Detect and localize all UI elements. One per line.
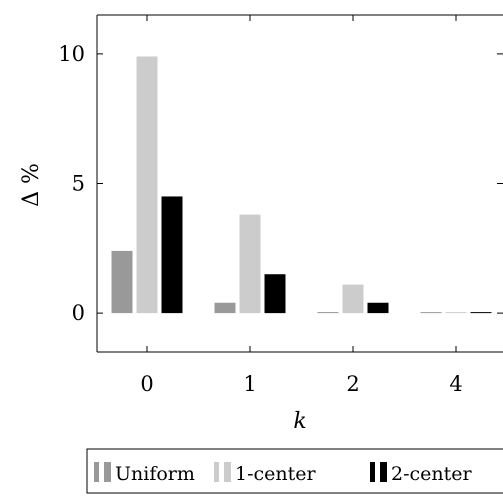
bar-1-center-2	[342, 284, 364, 314]
legend-swatch-2	[214, 462, 219, 482]
bar-uniform-1	[214, 302, 236, 314]
bar-2-center-2	[367, 302, 389, 314]
legend-label-1: Uniform	[115, 463, 195, 485]
bar-1-center-1	[239, 214, 261, 314]
bar-1-center-0	[136, 56, 158, 314]
bar-2-center-4	[470, 312, 492, 314]
y-axis-title: Δ %	[19, 163, 44, 207]
legend-swatch-1b	[104, 462, 111, 482]
legend-swatch-3	[370, 462, 375, 482]
y-tick-label: 5	[72, 172, 85, 196]
bar-1-center-4	[445, 312, 467, 314]
bar-2-center-1	[264, 274, 286, 314]
legend-swatch-1	[94, 462, 99, 482]
y-tick-label: 0	[72, 301, 85, 325]
x-tick-label: 1	[243, 372, 256, 396]
legend-frame	[86, 448, 503, 494]
y-tick-label: 10	[58, 42, 85, 66]
bar-uniform-2	[317, 312, 339, 314]
bar-uniform-4	[420, 312, 442, 314]
x-tick-label: 0	[140, 372, 153, 396]
legend-swatch-3b	[380, 462, 387, 482]
tick-labels: 0 5 10 0 1 2 4	[58, 42, 462, 396]
axes	[96, 14, 503, 353]
bar-uniform-0	[111, 250, 133, 314]
legend-label-3: 2-center	[391, 463, 473, 485]
x-tick-label: 4	[449, 372, 462, 396]
legend-swatch-2b	[224, 462, 231, 482]
bar-2-center-0	[161, 196, 183, 314]
x-axis-title: k	[293, 409, 306, 434]
x-tick-label: 2	[346, 372, 359, 396]
legend-label-2: 1-center	[235, 463, 317, 485]
legend: Uniform 1-center 2-center	[86, 448, 503, 494]
bars	[111, 56, 492, 314]
